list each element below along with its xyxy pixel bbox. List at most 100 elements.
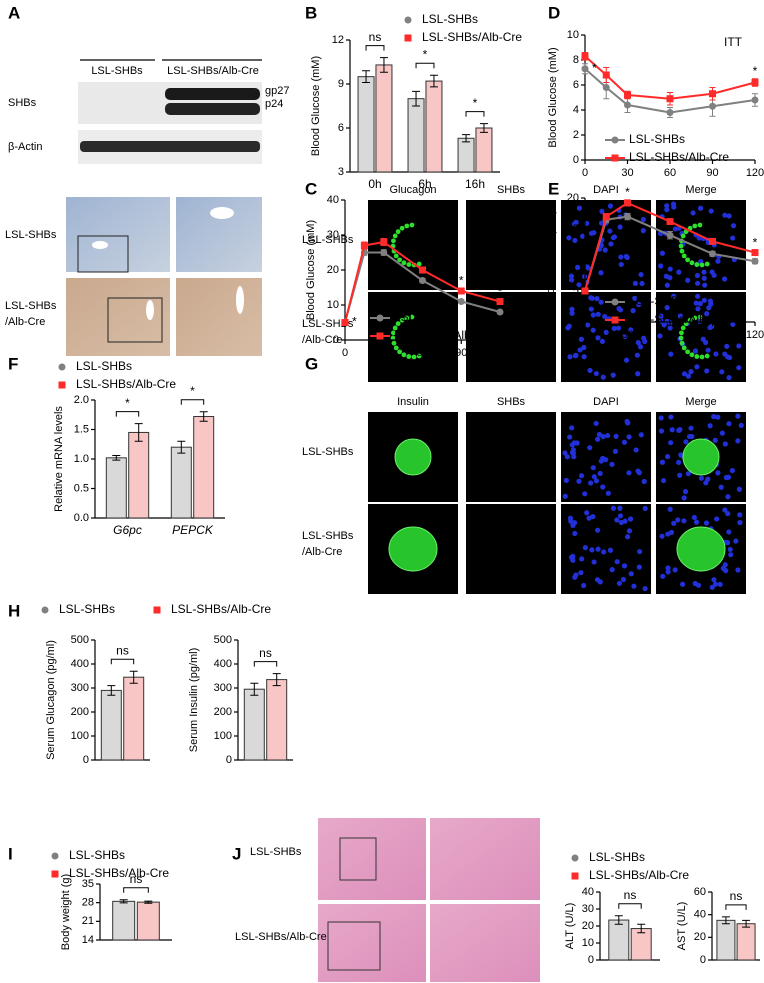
error-bar: [250, 682, 259, 696]
column-header: Glucagon: [389, 184, 436, 196]
nucleus: [697, 301, 703, 307]
y-tick-label: 10: [582, 937, 594, 949]
signal: [391, 238, 396, 244]
x-tick-label: 0: [582, 329, 588, 341]
nucleus: [576, 478, 582, 484]
nucleus: [711, 577, 717, 583]
he-image: [318, 904, 426, 982]
column-header: Merge: [685, 184, 716, 196]
nucleus: [657, 333, 663, 339]
ihc-image: [66, 278, 170, 356]
nucleus: [581, 582, 587, 589]
marker: [602, 71, 610, 79]
marker: [571, 872, 579, 880]
y-tick-label: 6: [573, 79, 579, 91]
x-tick-label: 90: [455, 347, 467, 359]
nucleus: [622, 518, 628, 524]
legend-label: LSL-SHBs: [629, 132, 685, 146]
y-axis-label: Body weight (g): [60, 874, 72, 950]
signal: [678, 243, 684, 249]
nucleus: [593, 420, 599, 427]
significance: *: [473, 96, 478, 110]
y-tick-label: 0: [333, 334, 339, 346]
bar: [475, 127, 493, 173]
nucleus: [707, 298, 714, 304]
y-tick-label: 6: [338, 122, 344, 134]
nucleus: [694, 293, 701, 299]
x-tick-label: 90: [706, 167, 718, 179]
nucleus: [737, 519, 743, 526]
vessel: [146, 300, 154, 320]
nucleus: [602, 313, 608, 320]
nucleus: [626, 528, 633, 534]
marker: [624, 213, 631, 221]
nucleus: [694, 280, 701, 286]
nucleus: [587, 367, 593, 374]
column-header: SHBs: [497, 396, 526, 408]
nucleus: [566, 235, 572, 241]
nucleus: [633, 447, 639, 453]
nucleus: [568, 277, 575, 283]
nucleus: [706, 305, 712, 311]
marker: [457, 287, 465, 295]
nucleus: [603, 329, 609, 336]
significance: ns: [369, 30, 382, 44]
nucleus: [596, 431, 602, 438]
nucleus: [608, 241, 614, 247]
significance-bracket: [110, 658, 135, 665]
nucleus: [736, 486, 742, 492]
nucleus: [595, 436, 601, 442]
y-axis-label: Serum Insulin (pg/ml): [188, 648, 200, 753]
significance: *: [592, 61, 597, 75]
ihc-row-label: LSL-SHBs: [5, 300, 57, 312]
y-axis-label: Blood Glucose (mM): [545, 210, 557, 310]
nucleus: [640, 216, 646, 223]
nucleus: [593, 370, 599, 377]
y-tick-label: 0: [573, 154, 579, 166]
nucleus: [570, 557, 576, 563]
nucleus: [735, 413, 741, 419]
fluorescence-image: [656, 292, 746, 382]
y-tick-label: 300: [214, 682, 232, 694]
bar: [123, 676, 145, 761]
y-tick-label: 0.0: [74, 512, 89, 524]
signal: [694, 262, 700, 267]
error-bar: [129, 670, 138, 684]
marker: [58, 381, 66, 389]
signal: [409, 314, 415, 320]
y-axis-label: Blood Glucose (mM): [547, 47, 559, 147]
y-tick-label: 21: [82, 915, 94, 927]
nucleus: [693, 300, 699, 306]
nucleus: [605, 490, 611, 496]
signal: [704, 353, 710, 359]
nucleus: [725, 474, 732, 480]
nucleus: [573, 572, 579, 578]
nucleus: [576, 282, 582, 288]
marker: [709, 237, 716, 245]
legend-label: LSL-SHBs: [422, 12, 478, 26]
marker: [709, 250, 716, 258]
error-bar: [721, 916, 730, 925]
marker: [751, 249, 759, 257]
nucleus: [588, 230, 595, 236]
nucleus: [693, 519, 700, 525]
significance: *: [352, 315, 357, 329]
nucleus: [701, 297, 707, 303]
row-label: /Alb-Cre: [302, 334, 342, 346]
signal: [395, 229, 401, 235]
signal: [393, 253, 399, 259]
signal: [681, 253, 687, 259]
significance: *: [190, 384, 195, 398]
nucleus: [610, 505, 617, 511]
x-tick-label: 120: [746, 167, 764, 179]
error-bar: [199, 411, 208, 422]
x-tick-label: G6pc: [113, 523, 142, 537]
x-tick-label: 0: [582, 167, 588, 179]
he-row-label: LSL-SHBs: [250, 846, 302, 858]
nucleus: [569, 450, 576, 456]
y-tick-label: 60: [694, 886, 706, 898]
signal: [388, 526, 438, 572]
nucleus: [685, 471, 691, 477]
signal: [679, 330, 684, 336]
